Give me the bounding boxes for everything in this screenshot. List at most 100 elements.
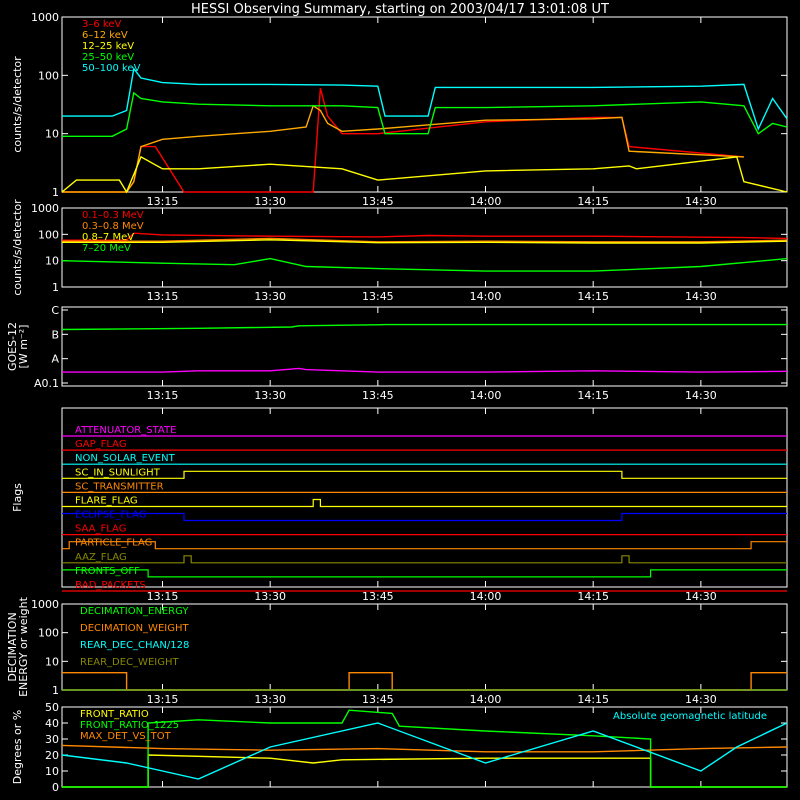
x-tick-label: 13:15 [147, 693, 179, 706]
flag-label: NON_SOLAR_EVENT [75, 453, 176, 464]
legend-entry: 12–25 keV [82, 41, 134, 52]
flag-label: SAA_FLAG [75, 524, 126, 535]
y-tick-label: 1000 [31, 202, 59, 215]
legend-entry: REAR_DEC_WEIGHT [80, 657, 179, 668]
series-line-2 [62, 672, 787, 691]
y-tick-label: A0.1 [34, 377, 59, 390]
x-tick-label: 14:30 [685, 290, 717, 303]
y-tick-label: 10 [45, 255, 59, 268]
y-axis-label: DECIMATION [6, 612, 19, 681]
legend-entry: 25–50 keV [82, 52, 134, 63]
panel-2: 1 10 100 1000 13:15 13:30 13:45 14:00 14:15 14:30… [11, 199, 788, 303]
series-line-5 [62, 67, 788, 131]
y-axis-label: counts/s/detector [11, 56, 24, 153]
panel-frame [61, 207, 788, 288]
flag-label: ECLIPSE_FLAG [75, 510, 146, 521]
series-line-1 [61, 323, 787, 331]
legend-entry: 0.8–7 MeV [82, 232, 134, 243]
y-axis-label: ENERGY or weight [17, 596, 30, 696]
y-tick-label: 1 [52, 281, 59, 294]
x-tick-label: 14:15 [577, 389, 609, 402]
series-line-1 [62, 754, 787, 788]
y-tick-label: 10 [45, 128, 59, 141]
flag-line-particle-flag [62, 541, 787, 550]
flag-label: GAP_FLAG [75, 439, 127, 450]
legend-entry: 50–100 keV [82, 63, 141, 74]
flag-line-aaz-flag [62, 555, 787, 564]
series-line-2 [62, 104, 744, 193]
x-tick-label: 14:30 [685, 195, 717, 208]
x-tick-label: 13:30 [254, 693, 286, 706]
y-tick-label: 10 [45, 655, 59, 668]
series-line-3 [62, 239, 788, 244]
flag-label: FRONTS_OFF [75, 566, 140, 577]
legend-entry: 6–12 keV [82, 30, 128, 41]
y-tick-label: B [51, 328, 59, 341]
x-tick-label: 13:30 [254, 590, 286, 603]
x-tick-label: 14:15 [577, 590, 609, 603]
x-tick-label: 14:30 [685, 590, 717, 603]
y-tick-label: 1000 [31, 11, 59, 24]
legend-entry: Absolute geomagnetic latitude [613, 711, 767, 722]
y-axis-label: counts/s/detector [11, 199, 24, 296]
x-tick-label: 13:30 [254, 195, 286, 208]
panel-4: 13:15 13:30 13:45 14:00 14:15 14:30 Flags ATTEN… [11, 407, 788, 603]
y-tick-label: 30 [45, 733, 59, 746]
series-line-4 [61, 257, 788, 272]
x-tick-label: 13:45 [362, 590, 394, 603]
y-tick-label: 100 [38, 627, 59, 640]
x-tick-label: 14:00 [470, 590, 502, 603]
y-tick-label: 40 [45, 717, 59, 730]
x-tick-label: 13:45 [362, 195, 394, 208]
legend-entry: 3–6 keV [82, 19, 121, 30]
legend-entry: FRONT_RATIO [80, 709, 149, 720]
legend-entry: REAR_DEC_CHAN/128 [80, 640, 189, 651]
x-tick-label: 14:00 [470, 195, 502, 208]
y-axis-label: GOES-12 [6, 322, 19, 371]
flag-line-fronts-off [62, 569, 787, 578]
y-tick-label: 10 [45, 765, 59, 778]
series-line-2 [62, 367, 788, 373]
x-tick-label: 13:15 [147, 590, 179, 603]
series-line-3 [61, 744, 788, 753]
y-tick-label: C [51, 304, 59, 317]
legend-entry: DECIMATION_WEIGHT [80, 623, 189, 634]
legend-entry: DECIMATION_ENERGY [80, 606, 189, 617]
flag-label: PARTICLE_FLAG [75, 538, 152, 549]
x-tick-label: 13:15 [147, 389, 179, 402]
y-tick-label: 0 [52, 781, 59, 794]
flag-line-flare-flag [62, 498, 787, 508]
flag-line-eclipse-flag [62, 512, 787, 522]
legend-entry: MAX_DET_VS_TOT [80, 731, 172, 742]
y-tick-label: 1 [52, 684, 59, 697]
x-tick-label: 14:30 [685, 389, 717, 402]
panel-6: 0 10 20 30 40 50 Degrees or % FRONT_RATIOFRONT_… [11, 701, 788, 794]
x-tick-label: 13:15 [147, 195, 179, 208]
y-axis-label: Flags [11, 483, 24, 512]
y-tick-label: 20 [45, 749, 59, 762]
x-tick-label: 14:15 [577, 693, 609, 706]
panel-5: 1 10 100 1000 13:15 13:30 13:45 14:00 14:15 14:30… [6, 596, 788, 706]
y-tick-label: 1 [52, 186, 59, 199]
x-tick-label: 14:15 [577, 195, 609, 208]
x-tick-label: 14:00 [470, 290, 502, 303]
panel-frame [61, 407, 788, 588]
flag-label: SC_TRANSMITTER [75, 481, 164, 492]
series-line-2 [62, 709, 787, 788]
x-tick-label: 13:15 [147, 290, 179, 303]
plot-title: HESSI Observing Summary, starting on 200… [191, 2, 609, 17]
flag-label: BAD_PACKETS [75, 580, 146, 591]
x-tick-label: 14:15 [577, 290, 609, 303]
x-tick-label: 13:45 [362, 290, 394, 303]
series-line-2 [62, 237, 788, 243]
series-line-1 [62, 232, 788, 241]
x-tick-label: 14:30 [685, 693, 717, 706]
x-tick-label: 14:00 [470, 389, 502, 402]
flag-label: AAZ_FLAG [75, 552, 127, 563]
panel-3: A0.1 ABC 13:15 13:30 13:45 14:00 14:15 14:30 GOE… [6, 304, 788, 402]
y-tick-label: 100 [38, 69, 59, 82]
y-axis-label: Degrees or % [11, 710, 24, 784]
series-line-4 [61, 722, 788, 780]
